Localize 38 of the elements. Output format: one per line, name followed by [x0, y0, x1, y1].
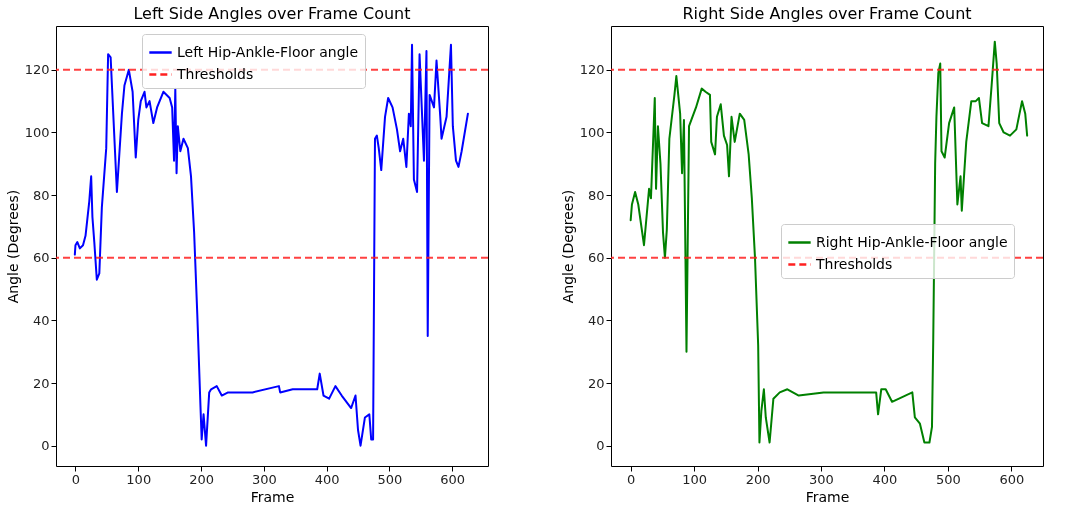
x-tick-label: 100 [682, 471, 708, 487]
ref-line-label: Thresholds [176, 65, 254, 82]
x-tick-label: 0 [71, 471, 81, 487]
x-tick-label: 100 [126, 471, 152, 487]
chart-title: Left Side Angles over Frame Count [133, 4, 411, 23]
y-axis-title: Angle (Degrees) [559, 189, 576, 304]
y-tick-label: 80 [32, 187, 50, 203]
x-axis-title: Frame [805, 488, 850, 505]
x-tick-label: 300 [809, 471, 834, 487]
x-tick-label: 500 [935, 471, 961, 487]
x-tick-label: 400 [314, 471, 340, 487]
y-axis-title: Angle (Degrees) [4, 189, 21, 304]
y-tick-label: 60 [587, 250, 605, 266]
y-tick-label: 120 [24, 62, 50, 78]
x-tick-label: 200 [189, 471, 214, 487]
legend-label: Right Hip-Ankle-Floor angle [816, 233, 1008, 250]
y-tick-label: 0 [41, 438, 50, 454]
y-tick-label: 100 [579, 124, 605, 140]
x-tick-label: 500 [377, 471, 403, 487]
x-tick-label: 600 [999, 471, 1025, 487]
y-tick-label: 60 [32, 250, 50, 266]
x-axis-title: Frame [250, 488, 295, 505]
legend-label: Left Hip-Ankle-Floor angle [177, 43, 359, 60]
x-tick-label: 300 [251, 471, 277, 487]
y-tick-label: 40 [587, 312, 605, 328]
y-tick-label: 40 [32, 312, 50, 328]
chart-title: Right Side Angles over Frame Count [682, 4, 972, 23]
y-tick-label: 0 [596, 438, 605, 454]
x-tick-label: 0 [627, 471, 636, 487]
x-tick-label: 600 [440, 471, 466, 487]
y-tick-label: 80 [587, 187, 605, 203]
y-tick-label: 20 [587, 375, 605, 391]
x-tick-label: 400 [872, 471, 898, 487]
y-tick-label: 120 [579, 62, 605, 78]
y-tick-label: 20 [32, 375, 50, 391]
y-tick-label: 100 [24, 124, 50, 140]
legend-label: Thresholds [815, 255, 893, 272]
x-tick-label: 200 [745, 471, 771, 487]
